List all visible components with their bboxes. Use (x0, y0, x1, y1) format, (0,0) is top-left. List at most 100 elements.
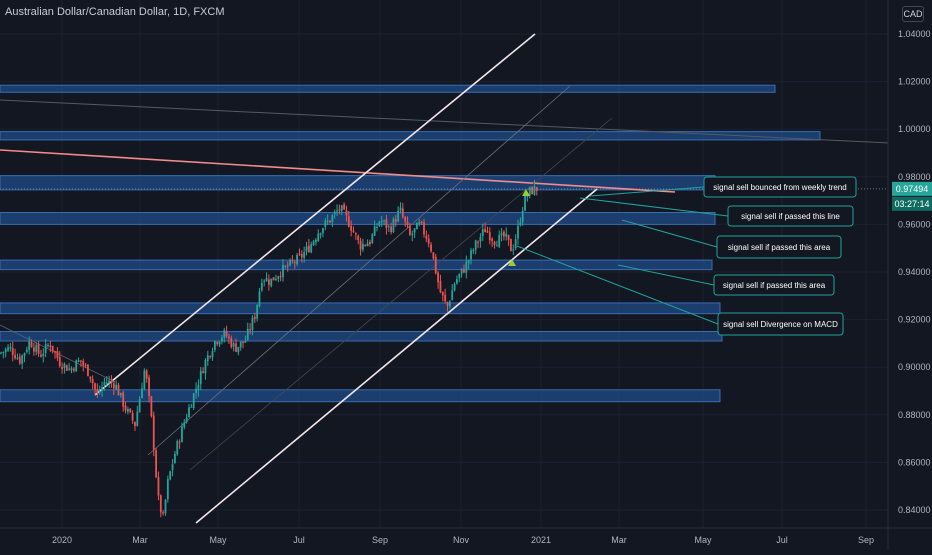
candle-body (80, 360, 82, 362)
candle-body (197, 384, 200, 391)
candle-body (376, 226, 378, 228)
candle-body (7, 347, 9, 351)
candle-body (369, 242, 371, 245)
candle-body (223, 330, 226, 338)
candle-body (16, 357, 19, 359)
candle-body (312, 241, 315, 245)
candle-body (397, 210, 400, 222)
candle-body (279, 276, 282, 278)
candle-body (11, 348, 14, 355)
candle-body (512, 249, 515, 251)
candle-body (451, 290, 454, 301)
candle-body (112, 383, 115, 389)
candle-body (507, 234, 510, 240)
candle-body (103, 382, 106, 386)
annotation-box (717, 312, 844, 336)
candle-body (399, 207, 402, 211)
candle-body (44, 344, 47, 353)
zone-6 (0, 302, 721, 315)
candle-body (373, 226, 376, 236)
candle-body (531, 186, 533, 195)
candle-body (183, 422, 186, 428)
candle-body (352, 230, 355, 233)
candle-body (394, 219, 397, 222)
time-tick-label: 2021 (531, 535, 551, 545)
candle-body (486, 230, 489, 233)
candle-body (63, 363, 66, 368)
candle-body (9, 346, 12, 349)
candle-body (2, 351, 5, 353)
candle-body (202, 371, 204, 374)
candle-body (329, 220, 331, 223)
annotation-connector (579, 197, 729, 217)
candle-body (56, 351, 59, 358)
candle-body (441, 291, 444, 296)
candle-body (528, 187, 531, 196)
candle-body (4, 349, 7, 353)
candle-body (35, 345, 38, 352)
candle-body (493, 241, 496, 246)
candle-body (401, 208, 404, 217)
weekly-trend-line (0, 149, 676, 193)
candle-body (303, 252, 306, 258)
candle-body (392, 218, 395, 232)
candle-body (336, 210, 338, 212)
zone-8 (0, 389, 721, 403)
candle-body (166, 479, 169, 500)
candle-body (75, 360, 78, 372)
candle-body (500, 232, 503, 236)
zone-4 (0, 212, 716, 225)
candle-body (122, 392, 125, 407)
candle-body (439, 280, 442, 293)
candle-body (425, 235, 428, 239)
candle-body (176, 441, 179, 455)
candle-body (195, 388, 197, 393)
channel-inner-line (189, 117, 613, 471)
candle-body (127, 408, 129, 412)
candle-body (416, 222, 418, 230)
candle-body (362, 243, 364, 250)
candle-body (333, 211, 336, 215)
annotation-text: signal sell if passed this area (728, 243, 831, 252)
candle-body (495, 245, 498, 247)
candle-body (420, 221, 423, 223)
candle-body (284, 265, 287, 267)
candle-body (108, 380, 110, 383)
candle-body (488, 232, 491, 241)
candle-body (249, 329, 251, 331)
candle-body (136, 411, 139, 426)
candle-body (437, 272, 439, 283)
candle-body (242, 341, 244, 344)
candle-body (477, 241, 479, 243)
candle-body (105, 382, 108, 384)
candle-body (347, 216, 350, 227)
annotation-box (703, 176, 857, 198)
candle-body (28, 341, 31, 351)
candle-body (434, 257, 437, 274)
candle-body (272, 277, 275, 281)
candle-body (244, 340, 247, 343)
candle-body (157, 476, 160, 496)
candle-body (251, 317, 254, 331)
candle-body (446, 302, 449, 306)
candle-body (423, 222, 425, 235)
candle-body (418, 222, 421, 225)
candle-body (42, 353, 45, 356)
candle-body (270, 278, 273, 287)
currency-badge[interactable]: CAD (902, 6, 924, 22)
candle-body (119, 392, 122, 396)
candle-body (141, 388, 143, 399)
candle-body (54, 351, 56, 353)
candle-body (51, 345, 54, 352)
candle-body (228, 336, 230, 339)
candle-body (246, 328, 249, 340)
candle-body (533, 186, 536, 195)
candle-body (218, 341, 221, 345)
signal-marker-up (522, 189, 530, 196)
candle-body (526, 196, 529, 198)
candle-body (181, 426, 183, 443)
candle-body (117, 384, 120, 396)
candle-body (124, 405, 127, 411)
